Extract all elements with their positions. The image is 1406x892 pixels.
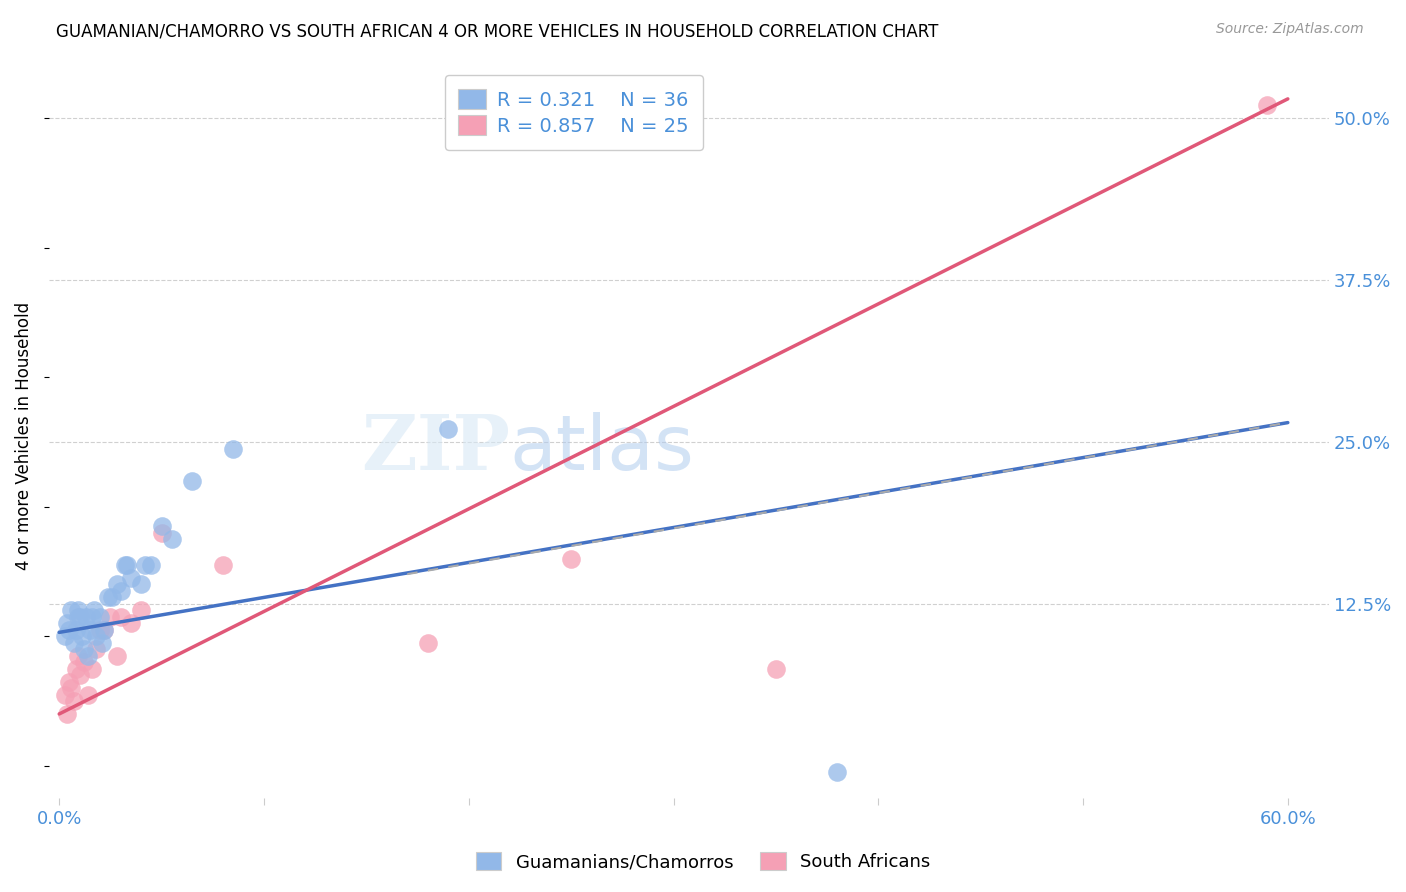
Point	[73, 642, 96, 657]
Point	[73, 655, 96, 669]
Point	[160, 532, 183, 546]
Point	[120, 571, 142, 585]
Point	[69, 610, 91, 624]
Legend: Guamanians/Chamorros, South Africans: Guamanians/Chamorros, South Africans	[468, 846, 938, 879]
Point	[129, 577, 152, 591]
Point	[110, 610, 132, 624]
Point	[100, 610, 122, 624]
Point	[181, 474, 204, 488]
Point	[53, 629, 76, 643]
Point	[58, 674, 80, 689]
Text: GUAMANIAN/CHAMORRO VS SOUTH AFRICAN 4 OR MORE VEHICLES IN HOUSEHOLD CORRELATION : GUAMANIAN/CHAMORRO VS SOUTH AFRICAN 4 OR…	[56, 22, 939, 40]
Point	[110, 583, 132, 598]
Point	[62, 694, 84, 708]
Point	[56, 616, 79, 631]
Text: ZIP: ZIP	[361, 411, 510, 485]
Point	[89, 610, 111, 624]
Point	[212, 558, 235, 572]
Point	[62, 636, 84, 650]
Point	[105, 577, 128, 591]
Y-axis label: 4 or more Vehicles in Household: 4 or more Vehicles in Household	[15, 301, 32, 570]
Point	[141, 558, 163, 572]
Point	[80, 662, 103, 676]
Point	[114, 558, 136, 572]
Text: atlas: atlas	[510, 411, 695, 485]
Point	[129, 603, 152, 617]
Point	[101, 591, 124, 605]
Point	[91, 636, 114, 650]
Point	[69, 668, 91, 682]
Point	[150, 519, 173, 533]
Point	[53, 688, 76, 702]
Point	[105, 648, 128, 663]
Point	[93, 623, 115, 637]
Point	[66, 648, 89, 663]
Point	[56, 706, 79, 721]
Point	[84, 629, 107, 643]
Point	[66, 610, 89, 624]
Point	[80, 610, 103, 624]
Text: Source: ZipAtlas.com: Source: ZipAtlas.com	[1216, 22, 1364, 37]
Legend: R = 0.321    N = 36, R = 0.857    N = 25: R = 0.321 N = 36, R = 0.857 N = 25	[444, 76, 703, 150]
Point	[134, 558, 156, 572]
Point	[765, 662, 787, 676]
Point	[77, 648, 100, 663]
Point	[65, 623, 87, 637]
Point	[827, 765, 849, 780]
Point	[1256, 98, 1278, 112]
Point	[84, 642, 107, 657]
Point	[79, 623, 101, 637]
Point	[437, 422, 460, 436]
Point	[58, 623, 80, 637]
Point	[150, 525, 173, 540]
Point	[120, 616, 142, 631]
Point	[75, 610, 97, 624]
Point	[222, 442, 245, 456]
Point	[89, 623, 111, 637]
Point	[70, 629, 93, 643]
Point	[93, 623, 115, 637]
Point	[83, 603, 105, 617]
Point	[97, 591, 120, 605]
Point	[416, 636, 439, 650]
Point	[65, 662, 87, 676]
Point	[77, 688, 100, 702]
Point	[560, 551, 582, 566]
Point	[66, 603, 89, 617]
Point	[60, 681, 83, 695]
Point	[115, 558, 138, 572]
Point	[60, 603, 83, 617]
